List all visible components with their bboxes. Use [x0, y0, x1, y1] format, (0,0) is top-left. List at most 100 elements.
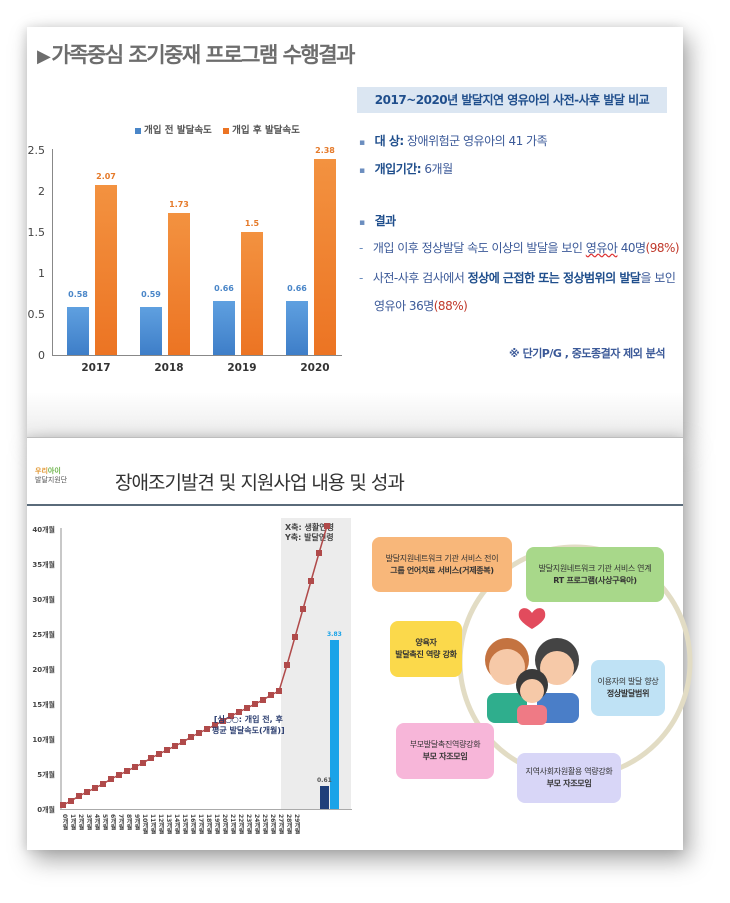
logo: 우리아이 발달지원단	[35, 467, 67, 485]
y-tick: 0.5	[27, 308, 46, 321]
bar-value: 0.58	[68, 290, 88, 299]
bar-value: 1.5	[244, 219, 260, 228]
diagram-box-parent-capacity: 부모발달촉진역량강화 부모 자조모임	[396, 723, 494, 779]
family-illustration-icon	[485, 608, 579, 725]
box-line: 부모 자조모임	[422, 752, 468, 761]
x-category: 2020	[300, 362, 330, 374]
info-result-2-cont: 영유아 36명(88%)	[374, 297, 468, 314]
y-tick: 15개월	[32, 701, 55, 709]
bar-post-2020	[314, 159, 336, 355]
x-tick: 29개월	[293, 814, 300, 835]
label: 대 상:	[374, 134, 405, 148]
value: 6개월	[421, 162, 453, 176]
diagram-box-caregiver: 양육자 발달촉진 역량 강화	[390, 621, 462, 677]
y-tick: 35개월	[32, 561, 55, 569]
bar-pre-2017	[67, 307, 89, 355]
text: 을 보인	[640, 271, 676, 285]
text: 영유아	[585, 241, 618, 255]
diagram-box-development-improvement: 이용자의 발달 향상 정상발달범위	[591, 660, 665, 716]
bar-value: 2.07	[96, 172, 116, 181]
info-result-2: - 사전-사후 검사에서 정상에 근접한 또는 정상범위의 발달을 보인	[359, 269, 676, 286]
box-line: 이용자의 발달 향상	[597, 677, 659, 686]
x-tick: 7개월	[117, 814, 124, 831]
page-title: ▶가족중심 조기중재 프로그램 수행결과	[37, 39, 355, 69]
bar-post-2019	[241, 232, 263, 355]
bar-pre-2018	[140, 307, 162, 355]
bar-post-2017	[95, 185, 117, 355]
x-tick: 17개월	[197, 814, 204, 835]
dash-marker: -	[359, 271, 363, 285]
y-tick: 10개월	[32, 736, 55, 744]
bar-post-2018	[168, 213, 190, 355]
box-line: 지역사회자원활용 역량강화	[525, 767, 613, 776]
text: 개입 이후 정상발달 속도 이상의 발달을 보인	[372, 241, 586, 255]
text: 40명	[617, 241, 646, 255]
x-axis	[60, 809, 352, 810]
bar-value: 2.38	[315, 146, 335, 155]
x-tick: 20개월	[221, 814, 228, 835]
value: 장애위험군 영유아의 41 가족	[403, 134, 548, 148]
x-tick: 5개월	[101, 814, 108, 831]
page-title: 장애조기발견 및 지원사업 내용 및 성과	[115, 472, 405, 494]
title-divider	[27, 504, 683, 506]
x-category: 2018	[154, 362, 184, 374]
x-tick: 2개월	[77, 814, 84, 831]
bar-pre-2019	[213, 301, 235, 355]
percent: (88%)	[433, 299, 468, 313]
axis-note-y: Y축: 발달연령	[285, 533, 334, 542]
legend-swatch-pre	[135, 127, 141, 134]
y-tick: 2	[38, 185, 45, 198]
bar-value: 0.66	[214, 284, 234, 293]
slide-bottom-fade	[27, 392, 683, 437]
y-axis	[60, 528, 62, 810]
legend-swatch-post	[223, 127, 230, 134]
y-tick: 0개월	[37, 806, 55, 814]
slide-early-detection: 우리아이 발달지원단 장애조기발견 및 지원사업 내용 및 성과 X축: 생활연…	[27, 437, 683, 850]
x-tick: 13개월	[165, 814, 172, 835]
label: 결과	[374, 214, 397, 228]
x-tick: 19개월	[213, 814, 220, 835]
diagram-box-community-resource: 지역사회자원활용 역량강화 부모 자조모임	[517, 753, 621, 803]
axis-note: X축: 생활연령 Y축: 발달연령	[285, 523, 334, 543]
logo-text: 우리	[35, 467, 48, 475]
bar-chart-development-speed: 개입 전 발달속도 개입 후 발달속도 0 0.5 1 1.5 2 2.5 0.…	[27, 122, 347, 374]
logo-subtext: 발달지원단	[35, 476, 68, 484]
x-tick: 24개월	[253, 814, 260, 835]
x-tick: 23개월	[245, 814, 252, 835]
text: 정상에 근접한 또는 정상범위의 발달	[467, 271, 641, 285]
y-tick: 20개월	[32, 666, 55, 674]
chart-legend: 개입 전 발달속도 개입 후 발달속도	[127, 122, 300, 136]
triangle-marker-icon: ▶	[37, 46, 51, 67]
y-tick: 40개월	[32, 526, 55, 534]
box-line: 발달지원네트워크 기관 서비스 연계	[538, 563, 652, 573]
x-tick: 1개월	[69, 814, 76, 831]
info-result-1: - 개입 이후 정상발달 속도 이상의 발달을 보인 영유아 40명(98%)	[359, 239, 680, 256]
text: 영유아 36명	[374, 299, 434, 313]
bullet-icon: ▪	[359, 166, 365, 176]
y-tick: 0	[38, 349, 45, 362]
box-line: 부모발달촉진역량강화	[409, 740, 481, 749]
chart-callout: [심○○: 개입 전, 후 평균 발달속도(개월)]	[212, 714, 285, 736]
bar-value: 1.73	[169, 200, 189, 209]
y-tick: 1	[38, 267, 45, 280]
bullet-icon: ▪	[359, 218, 365, 228]
x-tick: 16개월	[189, 814, 196, 835]
y-tick: 1.5	[27, 226, 46, 239]
y-tick: 5개월	[37, 771, 55, 779]
x-tick: 26개월	[269, 814, 276, 835]
bar-post-intervention	[330, 640, 339, 809]
text: 사전-사후 검사에서	[372, 271, 468, 285]
box-line: 발달촉진 역량 강화	[395, 650, 457, 659]
x-tick: 22개월	[237, 814, 244, 835]
development-age-line	[60, 523, 330, 808]
box-line: 정상발달범위	[606, 689, 650, 698]
dash-marker: -	[359, 241, 363, 255]
callout-line: 평균 발달속도(개월)]	[212, 726, 285, 735]
bar-value: 0.66	[287, 284, 307, 293]
info-target: ▪ 대 상: 장애위험군 영유아의 41 가족	[359, 132, 548, 149]
info-result-heading: ▪ 결과	[359, 212, 396, 229]
box-line: RT 프로그램(사상구육아)	[553, 575, 637, 585]
bullet-icon: ▪	[359, 138, 365, 148]
info-period: ▪ 개입기간: 6개월	[359, 160, 453, 177]
bar-value: 3.83	[327, 631, 342, 638]
